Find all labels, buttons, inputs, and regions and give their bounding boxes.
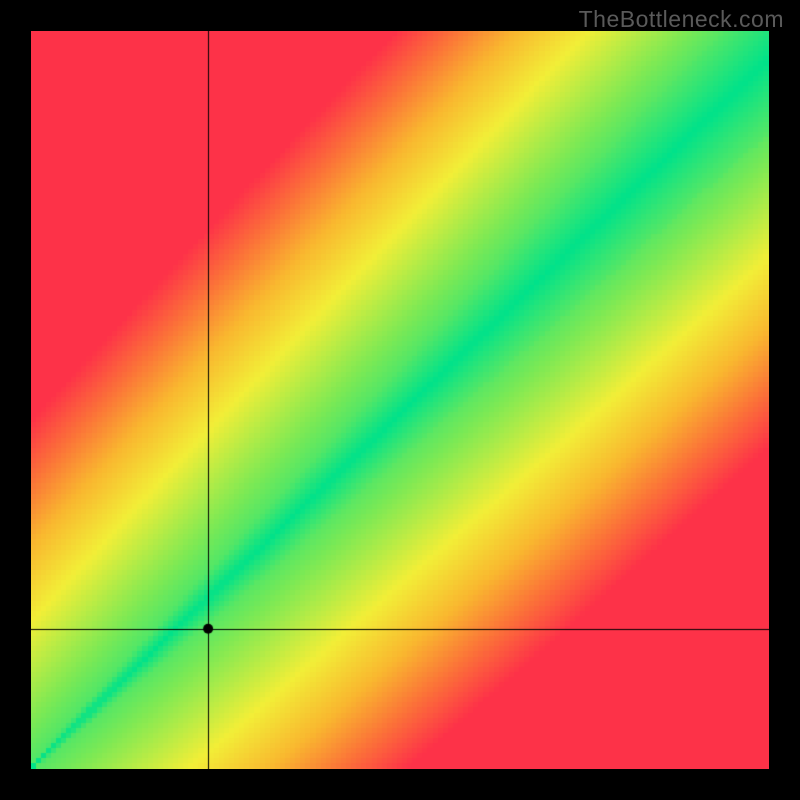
watermark-text: TheBottleneck.com	[579, 6, 784, 33]
heatmap-canvas	[31, 31, 769, 769]
bottleneck-heatmap	[31, 31, 769, 769]
